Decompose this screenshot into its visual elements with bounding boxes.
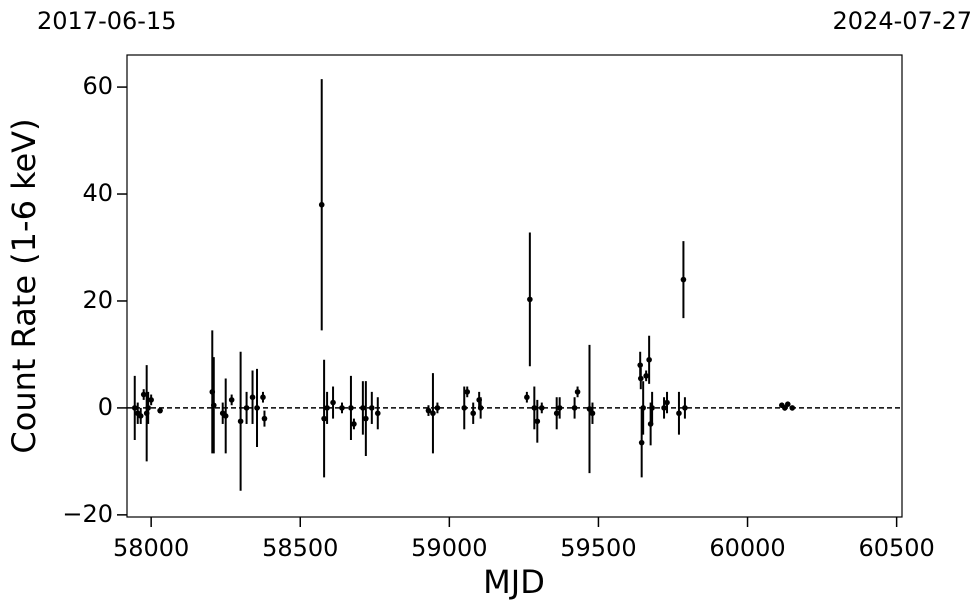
- data-point: [646, 356, 652, 363]
- data-point: [524, 394, 530, 401]
- data-point: [148, 397, 154, 403]
- data-point: [145, 405, 151, 411]
- data-point: [260, 394, 266, 401]
- data-point: [531, 405, 538, 411]
- data-point: [470, 410, 477, 417]
- x-tick-label: 59000: [411, 534, 487, 562]
- plot-frame: [126, 54, 903, 518]
- data-point: [210, 402, 217, 409]
- data-point: [571, 405, 578, 411]
- data-point: [789, 405, 796, 411]
- data-point: [589, 410, 596, 417]
- data-point: [527, 296, 533, 303]
- data-point: [237, 418, 244, 425]
- data-point: [637, 375, 644, 382]
- data-point: [649, 405, 655, 411]
- data-point: [586, 406, 593, 412]
- y-tick-label: −20: [62, 500, 113, 528]
- data-point: [643, 373, 649, 379]
- x-tick-label: 58000: [113, 534, 189, 562]
- data-point: [553, 410, 560, 417]
- data-point: [228, 397, 235, 403]
- data-point: [676, 410, 682, 417]
- data-point: [534, 418, 541, 425]
- data-point: [637, 362, 643, 368]
- data-point: [664, 399, 670, 406]
- x-tick-label: 60000: [709, 534, 785, 562]
- data-point: [321, 415, 327, 422]
- data-point: [661, 405, 667, 411]
- data-point: [249, 394, 256, 401]
- x-axis-label: MJD: [483, 563, 545, 601]
- data-point: [348, 405, 354, 411]
- data-point: [538, 405, 545, 411]
- data-point: [556, 405, 563, 411]
- data-point: [680, 276, 687, 283]
- data-point: [157, 407, 163, 414]
- x-tick-label: 59500: [560, 534, 636, 562]
- data-point: [137, 413, 144, 419]
- y-tick-label: 60: [82, 72, 113, 100]
- top-date-label: 2024-07-27: [833, 7, 972, 35]
- data-point: [574, 389, 581, 395]
- y-axis-label: Count Rate (1-6 keV): [5, 118, 43, 453]
- top-date-label: 2017-06-15: [37, 7, 176, 35]
- data-point: [425, 407, 432, 414]
- data-point: [360, 405, 366, 411]
- y-tick-label: 40: [82, 179, 113, 207]
- data-point: [782, 405, 788, 411]
- data-point: [363, 415, 369, 422]
- y-tick-label: 20: [82, 286, 113, 314]
- data-point: [131, 405, 138, 411]
- x-tick-label: 58500: [262, 534, 338, 562]
- data-point: [254, 405, 260, 411]
- y-tick-label: 0: [98, 393, 113, 421]
- data-point: [330, 399, 336, 406]
- data-point: [339, 405, 345, 411]
- data-point: [464, 389, 471, 395]
- data-point: [222, 413, 229, 419]
- data-point: [374, 410, 381, 417]
- data-point: [318, 201, 325, 208]
- data-point: [638, 439, 645, 446]
- data-point: [243, 405, 250, 411]
- data-point: [784, 401, 791, 407]
- data-point: [434, 405, 441, 411]
- data-point: [140, 391, 147, 398]
- data-point: [477, 405, 484, 411]
- data-point: [682, 405, 688, 411]
- data-point: [369, 405, 375, 411]
- data-point: [324, 405, 330, 411]
- data-point: [640, 405, 646, 411]
- x-tick-label: 60500: [858, 534, 934, 562]
- data-point: [351, 421, 357, 427]
- data-point: [430, 410, 436, 417]
- data-point: [461, 405, 468, 411]
- data-point: [261, 415, 268, 422]
